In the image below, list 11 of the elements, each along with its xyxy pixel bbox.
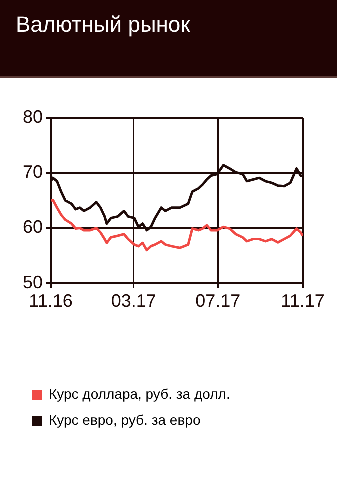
- x-tick-label: 03.17: [111, 291, 156, 312]
- x-tick-label: 11.17: [281, 291, 325, 312]
- x-tick-label: 11.16: [29, 291, 73, 312]
- y-tick-label: 70: [22, 162, 44, 182]
- chart-title: Валютный рынок: [16, 12, 190, 37]
- legend-label: Курс евро, руб. за евро: [49, 412, 201, 428]
- y-tick-label: 80: [22, 106, 44, 127]
- y-tick-label: 60: [22, 217, 44, 238]
- x-tick-label: 07.17: [196, 291, 241, 312]
- y-tick-label: 50: [22, 272, 44, 292]
- legend-label: Курс доллара, руб. за долл.: [49, 386, 230, 402]
